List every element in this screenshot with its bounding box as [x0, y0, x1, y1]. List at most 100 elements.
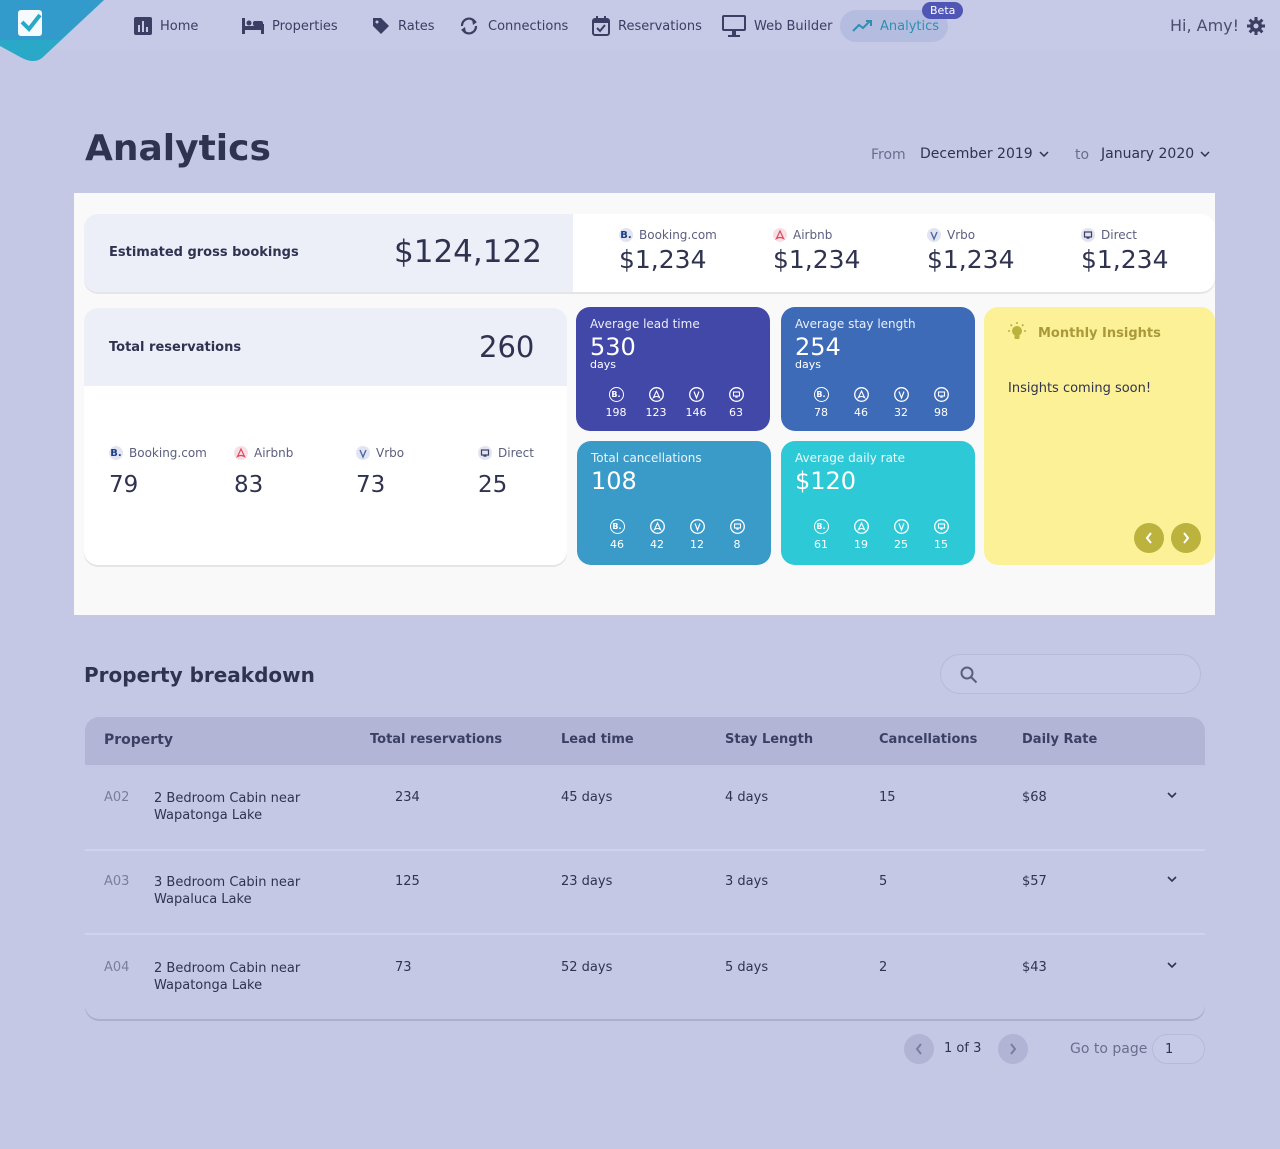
- channel-value: $1,234: [1081, 245, 1169, 274]
- vrbo-icon: [688, 387, 704, 402]
- from-label: From: [871, 147, 906, 163]
- stat-channel-value: 98: [934, 406, 948, 419]
- stat-channel-value: 63: [729, 406, 743, 419]
- nav-properties[interactable]: Properties: [230, 10, 350, 42]
- column-header[interactable]: Stay Length: [725, 732, 814, 747]
- channel-value: $1,234: [619, 245, 707, 274]
- daily-rate-cell: $43: [1022, 960, 1047, 975]
- channel-name: Vrbo: [376, 446, 405, 460]
- stat-title: Average stay length: [795, 317, 916, 331]
- stat-channel-value: 61: [814, 538, 828, 551]
- gross-channel-vrbo: Vrbo $1,234: [927, 228, 1014, 274]
- vrbo-icon: [927, 228, 941, 242]
- search-input[interactable]: [991, 663, 1186, 685]
- airbnb-icon: [648, 387, 664, 402]
- channel-name: Airbnb: [254, 446, 294, 460]
- insights-prev-button[interactable]: [1134, 523, 1164, 553]
- nav-reservations[interactable]: Reservations: [580, 10, 714, 42]
- prev-page-button[interactable]: [904, 1034, 934, 1064]
- column-header[interactable]: Property: [104, 732, 174, 748]
- gross-channel-direct: Direct $1,234: [1081, 228, 1168, 274]
- stat-value: 108: [591, 467, 637, 495]
- goto-label: Go to page: [1070, 1041, 1148, 1057]
- channel-value: 25: [478, 472, 508, 498]
- stat-channel-row: B. 78 46 32 98: [801, 387, 961, 419]
- nav-rates[interactable]: Rates: [360, 10, 447, 42]
- nav-web-builder[interactable]: Web Builder: [710, 10, 844, 42]
- booking-icon: B.: [619, 228, 633, 242]
- stat-title: Total cancellations: [591, 451, 702, 465]
- property-search[interactable]: [940, 654, 1201, 694]
- column-header[interactable]: Cancellations: [879, 732, 978, 747]
- trend-icon: [852, 20, 872, 32]
- lightbulb-icon: [1008, 322, 1026, 339]
- channel-value: $1,234: [773, 245, 861, 274]
- column-header[interactable]: Daily Rate: [1022, 732, 1098, 747]
- gear-icon[interactable]: [1247, 17, 1265, 35]
- stay-length-card: Average stay length 254 days B. 78 46 32 …: [781, 307, 975, 431]
- chevron-down-icon[interactable]: [1167, 792, 1177, 799]
- airbnb-icon: [234, 446, 248, 460]
- row-divider: [85, 933, 1205, 935]
- user-greeting[interactable]: Hi, Amy!: [1170, 16, 1240, 35]
- stat-channel-value: 25: [894, 538, 908, 551]
- column-header[interactable]: Total reservations: [370, 732, 503, 747]
- direct-icon: [728, 387, 744, 402]
- page-indicator: 1 of 3: [944, 1041, 982, 1056]
- direct-icon: [933, 387, 949, 402]
- gross-summary: Estimated gross bookings $124,122: [84, 214, 573, 292]
- nav-label: Web Builder: [754, 18, 833, 34]
- nav-connections[interactable]: Connections: [446, 10, 580, 42]
- nav-home[interactable]: Home: [122, 10, 210, 42]
- stat-channel-value: 46: [610, 538, 624, 551]
- stat-channel-value: 12: [690, 538, 704, 551]
- reservations-cell: 234: [395, 790, 420, 805]
- cancellations-cell: 2: [879, 960, 888, 975]
- channel-name: Vrbo: [947, 228, 976, 242]
- calendar-check-icon: [592, 16, 610, 36]
- stat-value: $120: [795, 467, 857, 495]
- stay-length-cell: 3 days: [725, 874, 769, 889]
- from-month-select[interactable]: December 2019: [920, 146, 1049, 162]
- direct-icon: [478, 446, 492, 460]
- chevron-down-icon[interactable]: [1167, 962, 1177, 969]
- stat-title: Average daily rate: [795, 451, 906, 465]
- stat-value: 254: [795, 333, 841, 361]
- insights-next-button[interactable]: [1171, 523, 1201, 553]
- beta-badge: Beta: [922, 2, 964, 19]
- stat-unit: days: [590, 358, 616, 371]
- to-month-select[interactable]: January 2020: [1101, 146, 1210, 162]
- table-row[interactable]: A03 3 Bedroom Cabin near Wapaluca Lake 1…: [85, 849, 1205, 933]
- channel-value: 83: [234, 472, 264, 498]
- stat-channel-value: 32: [894, 406, 908, 419]
- app-logo[interactable]: [0, 0, 110, 62]
- tag-icon: [373, 18, 389, 34]
- table-row[interactable]: A04 2 Bedroom Cabin near Wapatonga Lake …: [85, 935, 1205, 1019]
- property-code: A04: [104, 960, 130, 975]
- table-row[interactable]: A02 2 Bedroom Cabin near Wapatonga Lake …: [85, 765, 1205, 849]
- channel-value: 79: [109, 472, 139, 498]
- booking-icon: B.: [609, 519, 625, 534]
- row-divider: [85, 849, 1205, 851]
- page-title: Analytics: [85, 128, 271, 169]
- reservations-channel-vrbo: Vrbo 73: [356, 446, 404, 498]
- daily-rate-card: Average daily rate $120 B. 61 19 25 15: [781, 441, 975, 565]
- gross-total: $124,122: [394, 234, 542, 270]
- daily-rate-cell: $68: [1022, 790, 1047, 805]
- column-header[interactable]: Lead time: [561, 732, 634, 747]
- insights-text: Insights coming soon!: [1008, 381, 1152, 396]
- chevron-down-icon: [1200, 151, 1210, 157]
- goto-page-input[interactable]: [1152, 1034, 1205, 1064]
- stat-channel-value: 19: [854, 538, 868, 551]
- reservations-summary: Total reservations 260: [84, 308, 567, 386]
- daily-rate-cell: $57: [1022, 874, 1047, 889]
- vrbo-icon: [689, 519, 705, 534]
- stat-channel-row: B. 198 123 146 63: [596, 387, 756, 419]
- stat-channel-value: 78: [814, 406, 828, 419]
- insights-title: Monthly Insights: [1038, 326, 1161, 341]
- chevron-right-icon: [1183, 532, 1190, 544]
- search-icon: [960, 666, 978, 684]
- next-page-button[interactable]: [998, 1034, 1028, 1064]
- chevron-down-icon[interactable]: [1167, 876, 1177, 883]
- vrbo-icon: [893, 387, 909, 402]
